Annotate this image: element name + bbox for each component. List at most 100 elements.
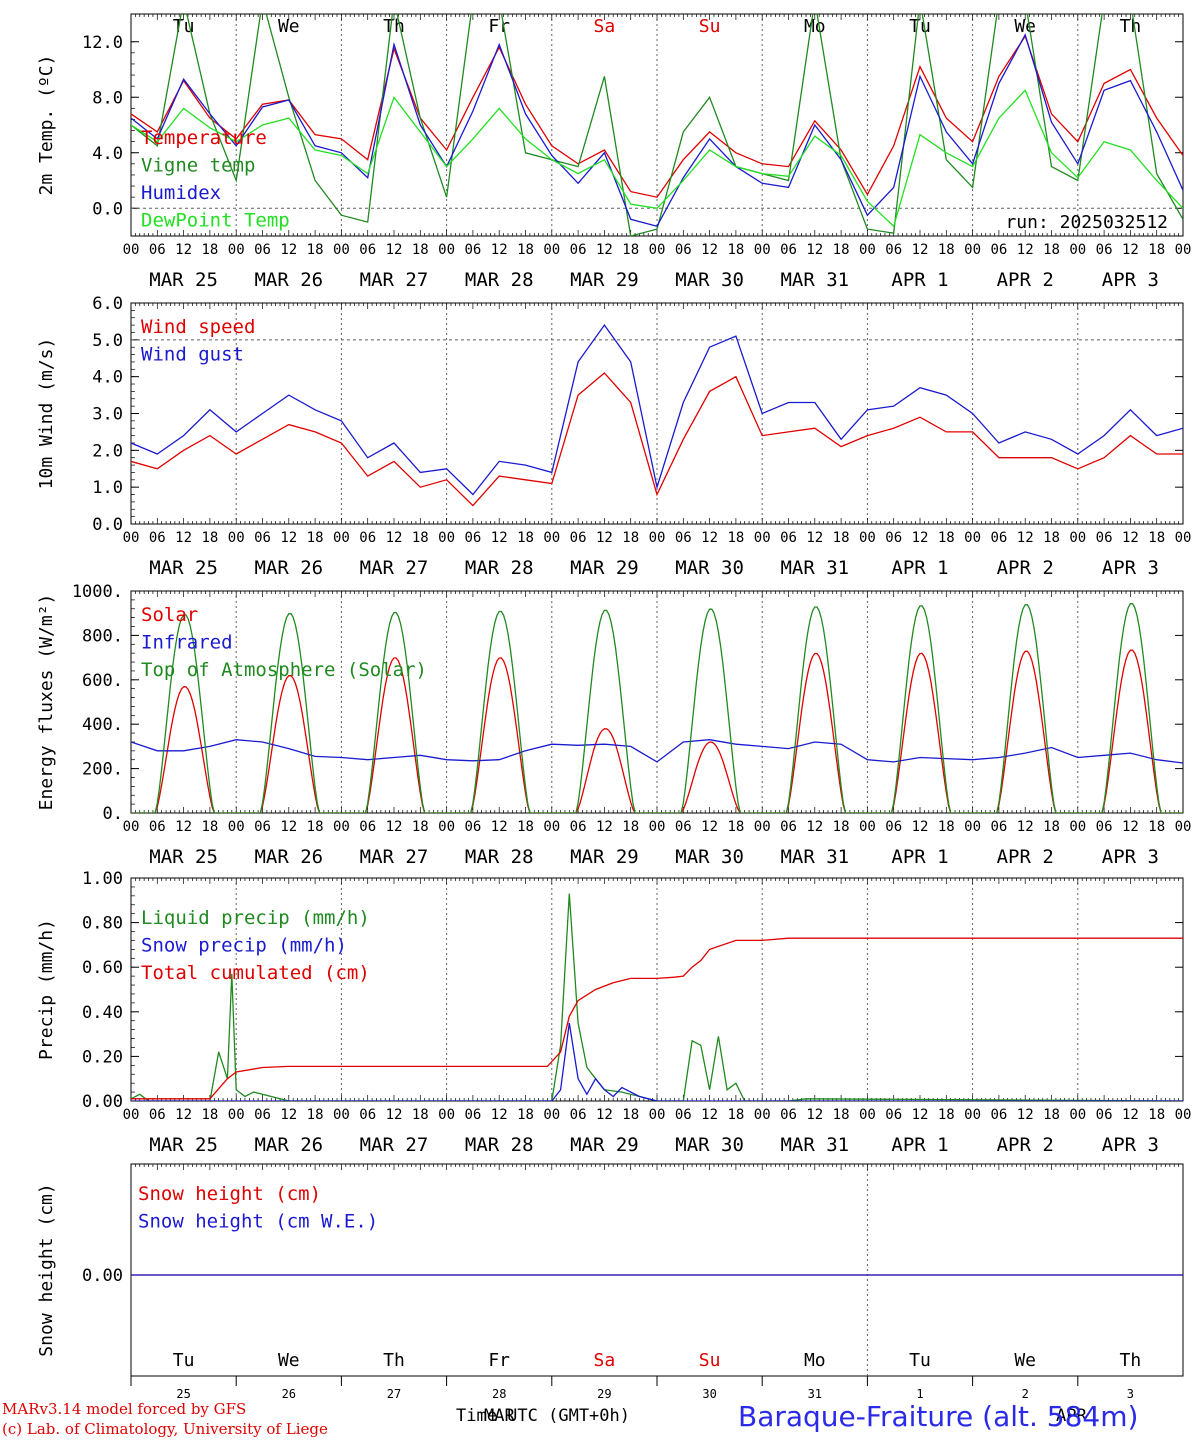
hour-tick-label: 06 xyxy=(780,1107,797,1123)
hour-tick-label: 00 xyxy=(1175,242,1192,258)
weekday-label: Th xyxy=(383,16,405,37)
weekday-label: Su xyxy=(699,16,721,37)
hour-tick-label: 00 xyxy=(859,530,876,546)
hour-tick-label: 18 xyxy=(833,1107,850,1123)
series-group xyxy=(131,14,1183,236)
legend-item: DewPoint Temp xyxy=(141,210,290,232)
hour-tick-label: 06 xyxy=(885,1107,902,1123)
hour-tick-label: 12 xyxy=(1017,242,1034,258)
hour-tick-label: 00 xyxy=(1069,1107,1086,1123)
weekday-label: We xyxy=(1014,1350,1036,1371)
hour-tick-label: 12 xyxy=(491,819,508,835)
date-label: APR 1 xyxy=(891,557,948,579)
hour-tick-label: 06 xyxy=(359,242,376,258)
hour-tick-label: 12 xyxy=(806,819,823,835)
panel-1: 0.0 4.0 8.0 12.0 2m Temp. (ºC) 00 06 12 18 MAR 25… xyxy=(36,13,1192,291)
hour-tick-label: 18 xyxy=(833,819,850,835)
hour-tick-label: 00 xyxy=(333,242,350,258)
hour-tick-label: 06 xyxy=(885,819,902,835)
hour-tick-label: 06 xyxy=(254,242,271,258)
hour-tick-label: 06 xyxy=(570,530,587,546)
date-label: MAR 29 xyxy=(570,846,639,868)
y-tick-label: 0.60 xyxy=(82,958,123,978)
hour-tick-label: 00 xyxy=(123,819,140,835)
hour-tick-label: 00 xyxy=(438,1107,455,1123)
run-label: run: 2025032512 xyxy=(1005,212,1168,233)
hour-tick-label: 18 xyxy=(517,530,534,546)
hour-tick-label: 00 xyxy=(1175,819,1192,835)
hour-tick-label: 06 xyxy=(570,819,587,835)
hour-tick-label: 12 xyxy=(175,819,192,835)
hour-tick-label: 00 xyxy=(859,1107,876,1123)
hour-tick-label: 06 xyxy=(464,1107,481,1123)
model-credit: MARv3.14 model forced by GFS xyxy=(2,1400,247,1418)
hour-tick-label: 18 xyxy=(307,1107,324,1123)
hour-tick-label: 00 xyxy=(754,242,771,258)
hour-tick-label: 00 xyxy=(964,530,981,546)
date-label: MAR 26 xyxy=(254,1134,323,1156)
hour-tick-label: 06 xyxy=(1096,242,1113,258)
weekday-label: Sa xyxy=(594,16,616,37)
hour-tick-label: 06 xyxy=(464,819,481,835)
date-label: APR 3 xyxy=(1102,557,1159,579)
hour-tick-label: 00 xyxy=(859,819,876,835)
hour-tick-label: 12 xyxy=(280,530,297,546)
date-label: APR 2 xyxy=(997,269,1054,291)
hour-tick-label: 12 xyxy=(1122,530,1139,546)
hour-tick-label: 12 xyxy=(806,1107,823,1123)
hour-tick-label: 12 xyxy=(491,242,508,258)
weekday-label: Su xyxy=(699,1350,721,1371)
series-total-cumulated-cm- xyxy=(131,937,1183,1100)
date-label: MAR 26 xyxy=(254,269,323,291)
hour-tick-label: 18 xyxy=(307,819,324,835)
date-label: APR 2 xyxy=(997,1134,1054,1156)
hour-tick-label: 12 xyxy=(701,530,718,546)
series-solar xyxy=(131,649,1183,813)
date-label: MAR 28 xyxy=(465,557,534,579)
y-tick-label: 800. xyxy=(82,626,123,646)
series-liquid-precip-mm-h- xyxy=(131,893,1183,1101)
date-label: MAR 28 xyxy=(465,1134,534,1156)
hour-tick-label: 06 xyxy=(464,242,481,258)
hour-tick-label: 18 xyxy=(1148,819,1165,835)
weekday-label: Mo xyxy=(804,16,826,37)
y-axis-label: 10m Wind (m/s) xyxy=(36,338,57,490)
hour-tick-label: 06 xyxy=(990,1107,1007,1123)
series-temperature xyxy=(131,34,1183,198)
hour-tick-label: 18 xyxy=(622,1107,639,1123)
weekday-label: Fr xyxy=(488,16,510,37)
hour-tick-label: 18 xyxy=(833,530,850,546)
date-label: MAR 30 xyxy=(675,269,744,291)
day-number-label: 3 xyxy=(1127,1387,1134,1401)
hour-tick-label: 12 xyxy=(1017,819,1034,835)
y-tick-label: 1.00 xyxy=(82,869,123,889)
hour-tick-label: 18 xyxy=(938,530,955,546)
y-tick-label: 2.0 xyxy=(92,441,123,461)
hour-tick-label: 12 xyxy=(912,1107,929,1123)
series-snow-precip-mm-h- xyxy=(131,1022,1183,1101)
hour-tick-label: 00 xyxy=(228,530,245,546)
hour-tick-label: 18 xyxy=(938,242,955,258)
hour-tick-label: 06 xyxy=(359,530,376,546)
y-axis-label: 2m Temp. (ºC) xyxy=(36,55,57,196)
hour-tick-label: 18 xyxy=(622,242,639,258)
hour-tick-label: 00 xyxy=(964,242,981,258)
month-overlay-apr: APR xyxy=(1056,1406,1087,1426)
hour-tick-label: 00 xyxy=(1175,1107,1192,1123)
y-axis-label: Snow height (cm) xyxy=(36,1183,57,1356)
hour-tick-label: 12 xyxy=(596,819,613,835)
hour-tick-label: 18 xyxy=(307,242,324,258)
hour-tick-label: 18 xyxy=(201,530,218,546)
date-label: MAR 29 xyxy=(570,557,639,579)
hour-tick-label: 00 xyxy=(859,242,876,258)
date-label: APR 2 xyxy=(997,557,1054,579)
series-group xyxy=(131,893,1183,1101)
hour-tick-label: 00 xyxy=(228,1107,245,1123)
series-humidex xyxy=(131,33,1183,228)
hour-tick-label: 12 xyxy=(386,242,403,258)
hour-tick-label: 00 xyxy=(333,1107,350,1123)
hour-tick-label: 00 xyxy=(543,819,560,835)
hour-tick-label: 06 xyxy=(675,242,692,258)
hour-tick-label: 12 xyxy=(596,1107,613,1123)
